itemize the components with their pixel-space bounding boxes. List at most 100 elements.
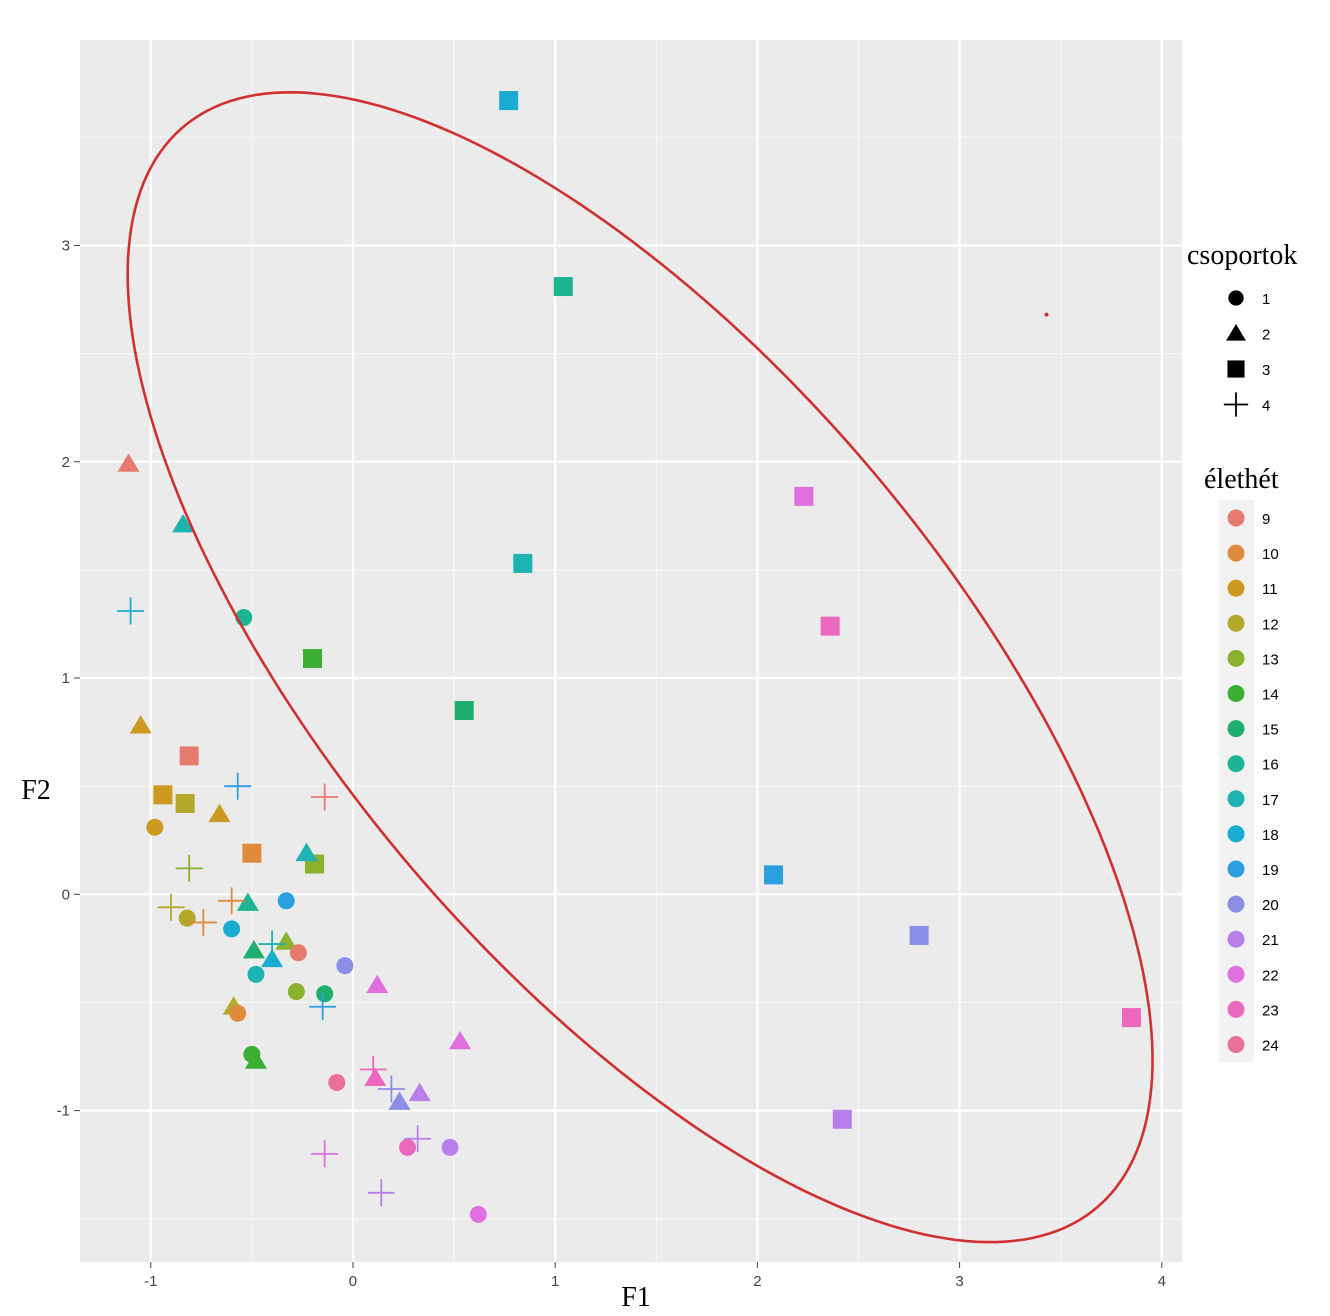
data-point (359, 1056, 387, 1084)
data-point (553, 277, 573, 297)
legend-color-key (1227, 930, 1245, 948)
data-point (289, 944, 307, 962)
data-point (247, 965, 265, 983)
y-tick-label: -1 (57, 1103, 70, 1120)
data-point (399, 1138, 417, 1156)
y-tick-label: 2 (62, 454, 70, 471)
y-tick-label: 1 (62, 670, 70, 687)
legend-shape-key (1226, 324, 1246, 341)
legend-color-label: 15 (1262, 722, 1279, 739)
data-point (242, 843, 262, 863)
y-tick-label: 3 (62, 237, 70, 254)
data-point (764, 865, 784, 885)
legend-color-key (1227, 685, 1245, 702)
data-point (328, 1073, 346, 1091)
data-point (261, 948, 284, 968)
data-point (229, 1004, 247, 1022)
legend-shape: csoportok 1 2 3 4 (1187, 240, 1297, 417)
data-point (153, 785, 173, 805)
legend-color-key (1227, 825, 1245, 843)
legend-color-key (1227, 1036, 1245, 1053)
data-point (175, 793, 195, 813)
data-point (1121, 1008, 1141, 1028)
legend-color-label: 9 (1262, 511, 1270, 528)
data-point (309, 993, 337, 1021)
legend-shape-label: 2 (1262, 327, 1270, 344)
ellipse-center-marker (1044, 312, 1049, 317)
data-point (218, 887, 246, 915)
legend-color-label: 18 (1262, 827, 1279, 844)
legend-color-label: 16 (1262, 757, 1279, 774)
confidence-ellipse-layer (126, 90, 1154, 1244)
data-point (408, 1082, 431, 1102)
legend-color-key (1227, 965, 1245, 983)
legend-color-label: 12 (1262, 616, 1279, 633)
data-point (366, 974, 389, 994)
legend-color-label: 21 (1262, 932, 1279, 949)
data-point (223, 920, 241, 938)
legend-color-title: élethét (1204, 464, 1279, 495)
data-point (172, 513, 195, 533)
data-point (275, 931, 298, 950)
data-point (377, 1075, 405, 1103)
legend-shape-key (1227, 360, 1245, 378)
data-point (146, 818, 164, 836)
legend-color-key (1227, 860, 1245, 878)
data-point (117, 597, 145, 625)
data-point (794, 486, 814, 506)
x-tick-label: 1 (551, 1273, 559, 1290)
data-point (404, 1125, 432, 1153)
legend-color-label: 13 (1262, 651, 1279, 668)
data-point (832, 1109, 852, 1129)
x-tick-label: 3 (955, 1273, 963, 1290)
data-point (208, 803, 231, 823)
data-point (316, 985, 334, 1003)
legend-shape-label: 4 (1262, 398, 1270, 415)
legend-shape-title: csoportok (1187, 240, 1297, 271)
legend-color-key (1227, 614, 1245, 632)
data-point (178, 909, 196, 927)
legend-shape-key (1223, 392, 1249, 417)
data-point (189, 908, 217, 936)
data-point (287, 983, 305, 1001)
plot-panel (80, 40, 1182, 1262)
legend-color-label: 11 (1262, 581, 1278, 598)
data-point (175, 854, 203, 882)
data-point (243, 1045, 261, 1063)
data-point (277, 892, 295, 910)
legend-color-label: 20 (1262, 897, 1279, 914)
axis-ticks: -1 0 1 2 3 4 -1 0 1 2 3 (57, 237, 1166, 1290)
data-point (129, 715, 152, 734)
data-point (295, 842, 318, 862)
data-point (441, 1138, 459, 1156)
legend-color-key (1227, 544, 1245, 562)
legend-color-key (1227, 649, 1245, 667)
x-tick-label: 2 (753, 1273, 761, 1290)
data-point (311, 783, 339, 811)
legend-color-key (1227, 579, 1245, 597)
data-point (179, 746, 199, 766)
legend-color-label: 14 (1262, 687, 1279, 704)
x-axis-title: F1 (621, 1282, 651, 1313)
x-tick-label: -1 (144, 1273, 157, 1290)
legend-color-key (1227, 1000, 1245, 1018)
legend-color-label: 24 (1262, 1038, 1279, 1055)
data-point (909, 925, 929, 945)
legend-color-key (1227, 755, 1245, 773)
legend-color-key (1227, 790, 1245, 808)
data-point (367, 1179, 395, 1207)
legend-shape-key (1228, 290, 1244, 306)
legend-color-key (1227, 720, 1245, 738)
legend-color-label: 19 (1262, 862, 1279, 879)
legend-shape-label: 3 (1262, 362, 1270, 379)
minor-gridlines (80, 40, 1182, 1262)
legend-color-label: 22 (1262, 967, 1279, 984)
data-point (454, 700, 474, 720)
data-point (449, 1030, 472, 1050)
legend-color-label: 10 (1262, 546, 1279, 563)
data-point (303, 649, 323, 669)
data-point (236, 892, 259, 911)
data-point (364, 1067, 387, 1087)
y-axis-title: F2 (21, 775, 51, 806)
